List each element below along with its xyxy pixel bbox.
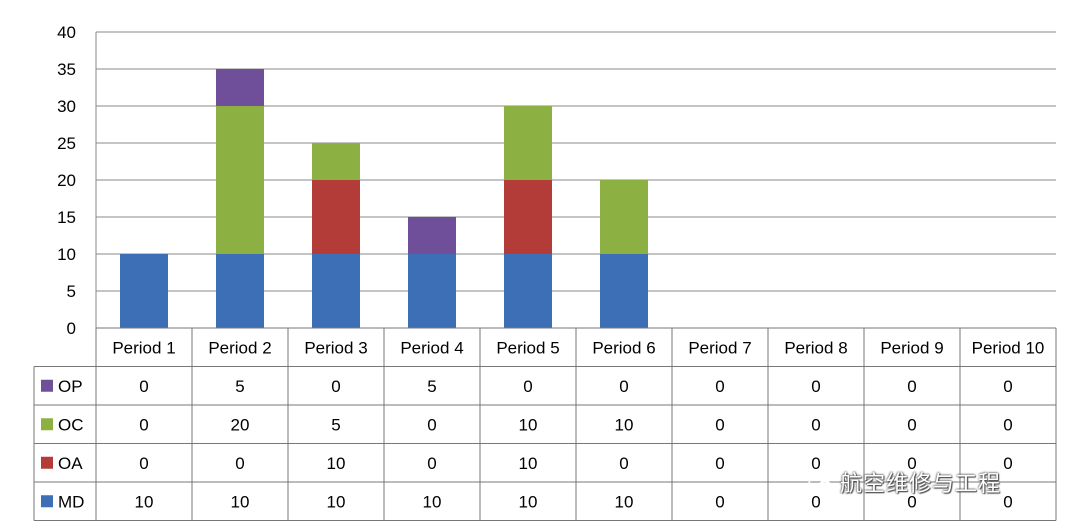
data-label: 0 (811, 492, 820, 511)
y-tick-label: 40 (57, 23, 76, 42)
x-tick-label: Period 3 (304, 338, 367, 357)
x-tick-label: Period 8 (784, 338, 847, 357)
bar-segment-oa (504, 180, 552, 254)
bar-segment-oc (600, 180, 648, 254)
data-label: 0 (811, 377, 820, 396)
watermark: 航空维修与工程 (808, 466, 1001, 498)
data-label: 20 (231, 415, 250, 434)
y-tick-label: 30 (57, 97, 76, 116)
legend-swatch-md (41, 495, 53, 508)
bar-segment-oc (504, 106, 552, 180)
data-label: 10 (615, 415, 634, 434)
data-label: 0 (619, 454, 628, 473)
y-tick-label: 0 (67, 319, 76, 338)
data-label: 0 (619, 377, 628, 396)
data-label: 0 (1003, 454, 1012, 473)
data-label: 5 (331, 415, 340, 434)
bar-segment-oa (312, 180, 360, 254)
data-label: 5 (427, 377, 436, 396)
bar-segment-md (216, 254, 264, 328)
data-label: 10 (327, 492, 346, 511)
legend-label: OA (58, 454, 83, 473)
data-label: 0 (427, 415, 436, 434)
data-label: 0 (139, 454, 148, 473)
y-tick-label: 25 (57, 134, 76, 153)
data-label: 0 (427, 454, 436, 473)
data-label: 0 (715, 454, 724, 473)
legend-label: OP (58, 377, 83, 396)
legend-swatch-oa (41, 456, 53, 469)
data-table: Period 1 Period 2 Period 3 Period 4 Period 5… (33, 327, 1057, 521)
data-label: 0 (139, 377, 148, 396)
bar-segment-md (504, 254, 552, 328)
data-label: 0 (331, 377, 340, 396)
data-label: 10 (519, 492, 538, 511)
x-tick-label: Period 6 (592, 338, 655, 357)
x-tick-label: Period 5 (496, 338, 559, 357)
bar-segment-md (600, 254, 648, 328)
bar-segment-md (408, 254, 456, 328)
x-tick-label: Period 7 (688, 338, 751, 357)
y-tick-label: 15 (57, 208, 76, 227)
bar-segment-md (120, 254, 168, 328)
y-tick-label: 35 (57, 60, 76, 79)
x-tick-label: Period 1 (112, 338, 175, 357)
legend-label: MD (58, 492, 84, 511)
legend-swatch-oc (41, 418, 53, 431)
data-label: 0 (139, 415, 148, 434)
x-tick-label: Period 2 (208, 338, 271, 357)
data-label: 10 (231, 492, 250, 511)
x-tick-label: Period 9 (880, 338, 943, 357)
data-label: 0 (523, 377, 532, 396)
data-label: 5 (235, 377, 244, 396)
data-label: 10 (519, 454, 538, 473)
legend-label: OC (58, 415, 84, 434)
data-label: 10 (615, 492, 634, 511)
data-label: 0 (907, 454, 916, 473)
bar-segment-oc (312, 143, 360, 180)
data-label: 0 (1003, 492, 1012, 511)
data-label: 0 (907, 492, 916, 511)
data-label: 0 (1003, 377, 1012, 396)
data-label: 0 (907, 377, 916, 396)
legend-swatch-op (41, 379, 53, 392)
data-label: 0 (811, 454, 820, 473)
watermark-text: 航空维修与工程 (840, 472, 1002, 497)
data-label: 0 (715, 492, 724, 511)
data-label: 0 (715, 415, 724, 434)
data-label: 10 (519, 415, 538, 434)
data-label: 0 (1003, 415, 1012, 434)
y-axis-ticks: 0 5 10 15 20 25 30 35 40 (57, 23, 76, 338)
data-label: 0 (907, 415, 916, 434)
data-label: 0 (235, 454, 244, 473)
bars (120, 69, 648, 328)
data-label: 10 (423, 492, 442, 511)
x-tick-label: Period 10 (972, 338, 1045, 357)
wechat-icon (808, 476, 833, 494)
bar-segment-op (408, 217, 456, 254)
bar-segment-oc (216, 106, 264, 254)
data-label: 0 (811, 415, 820, 434)
data-label: 10 (135, 492, 154, 511)
y-tick-label: 20 (57, 171, 76, 190)
y-tick-label: 10 (57, 245, 76, 264)
y-tick-label: 5 (67, 282, 76, 301)
x-tick-label: Period 4 (400, 338, 463, 357)
bar-segment-op (216, 69, 264, 106)
data-label: 10 (327, 454, 346, 473)
bar-segment-md (312, 254, 360, 328)
data-label: 0 (715, 377, 724, 396)
